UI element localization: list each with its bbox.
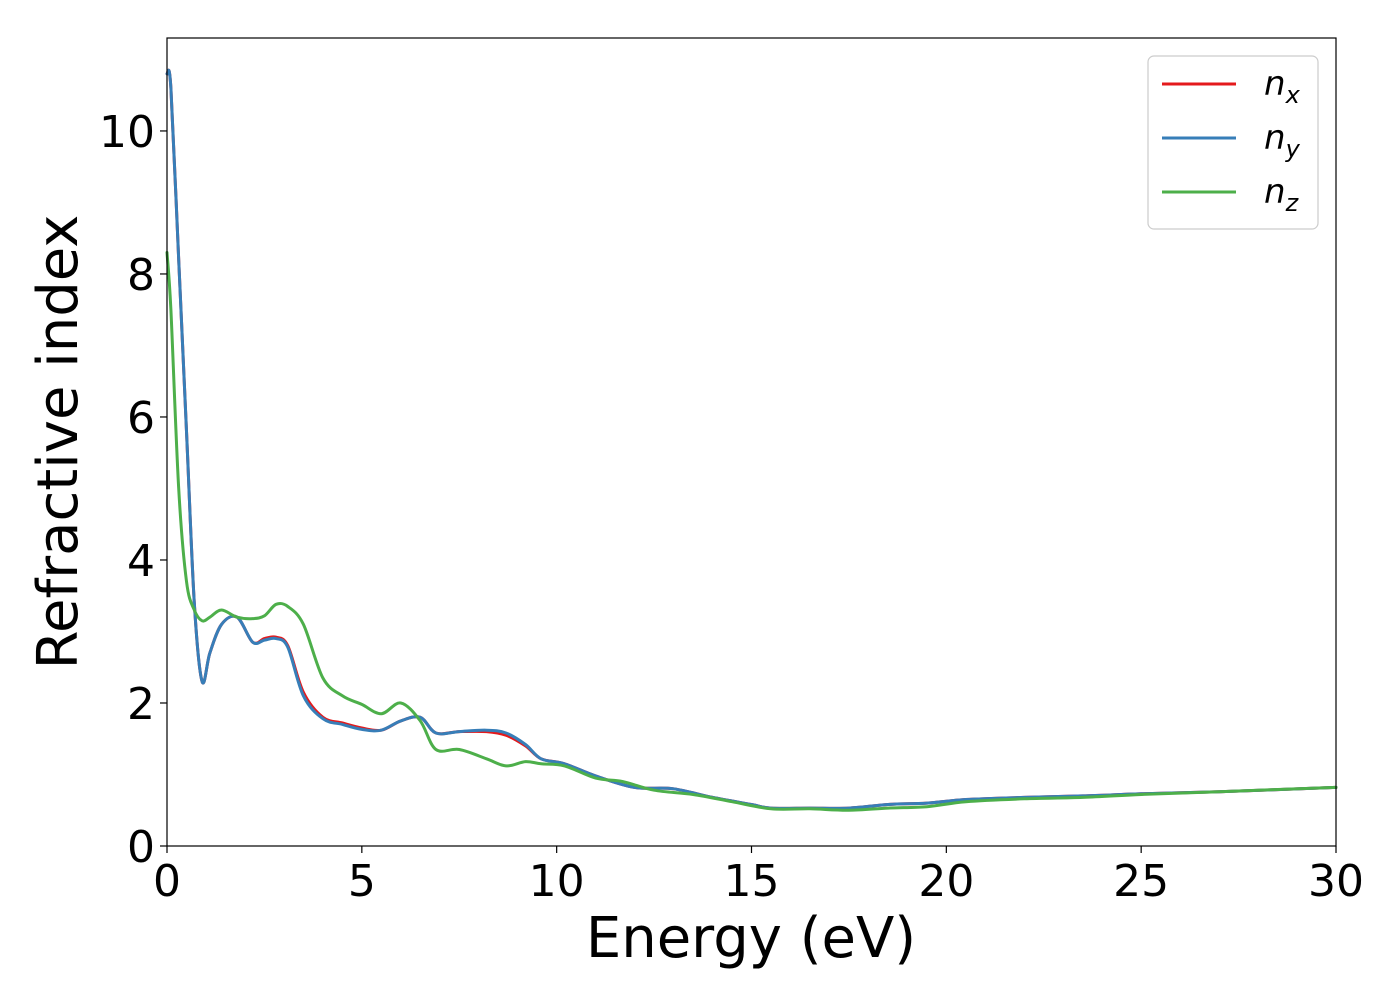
series-line-nz [165, 251, 1338, 812]
y-tick-label: 10 [99, 107, 155, 158]
y-tick-label: 2 [127, 679, 155, 730]
series-layer [165, 68, 1338, 812]
legend-frame [1147, 55, 1319, 230]
x-tick-label: 10 [529, 856, 585, 907]
y-tick-label: 6 [127, 393, 155, 444]
y-axis: 0 2 4 6 8 10 [99, 107, 167, 873]
x-tick-label: 0 [153, 856, 181, 907]
x-tick-label: 20 [918, 856, 974, 907]
x-tick-label: 30 [1308, 856, 1364, 907]
x-tick-label: 5 [348, 856, 376, 907]
y-tick-label: 0 [127, 822, 155, 873]
y-tick-label: 4 [127, 536, 155, 587]
y-axis-title: Refractive index [26, 215, 91, 670]
y-tick-label: 8 [127, 250, 155, 301]
x-axis-title: Energy (eV) [586, 906, 916, 971]
x-tick-label: 15 [724, 856, 780, 907]
x-axis: 0 5 10 15 20 25 30 [153, 846, 1364, 907]
series-line-ny [165, 68, 1338, 810]
x-tick-label: 25 [1113, 856, 1169, 907]
